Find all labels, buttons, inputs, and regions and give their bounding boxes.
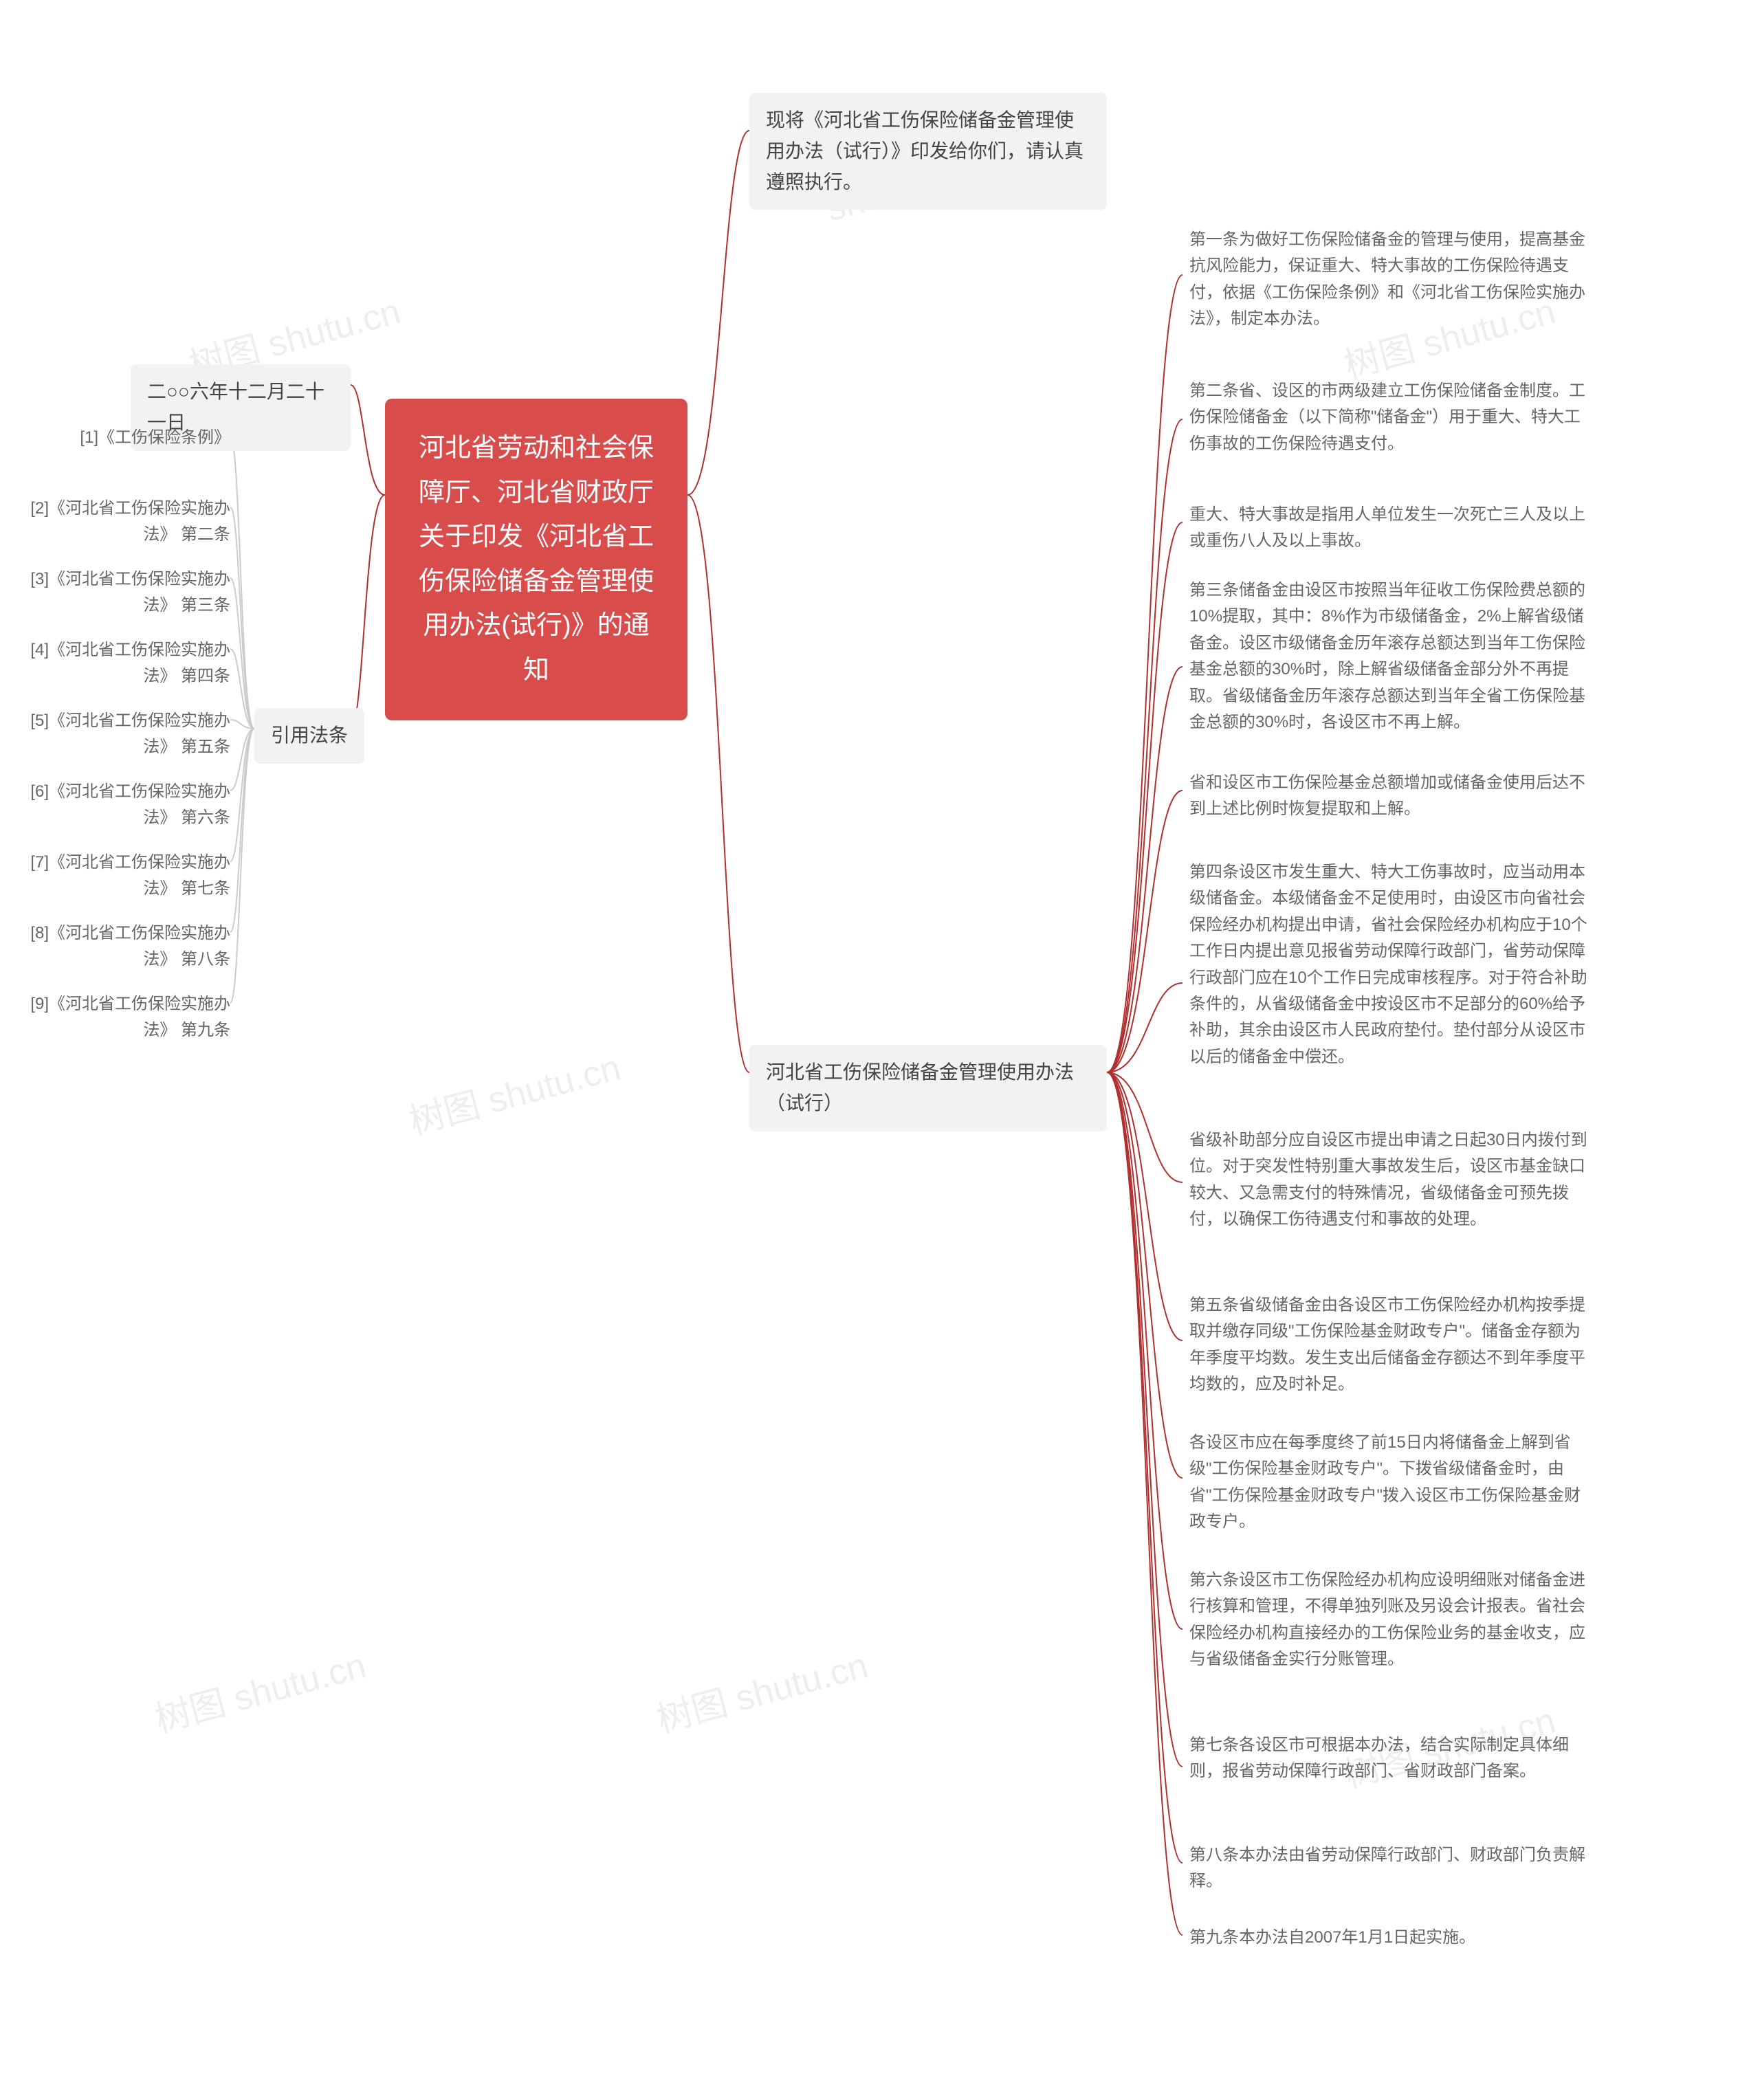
right-method-node: 河北省工伤保险储备金管理使用办法（试行） bbox=[749, 1045, 1107, 1131]
citation-item: [8]《河北省工伤保险实施办法》 第八条 bbox=[0, 920, 230, 973]
citation-item: [6]《河北省工伤保险实施办法》 第六条 bbox=[0, 779, 230, 832]
citation-item: [9]《河北省工伤保险实施办法》 第九条 bbox=[0, 991, 230, 1044]
citation-item: [4]《河北省工伤保险实施办法》 第四条 bbox=[0, 637, 230, 690]
center-node: 河北省劳动和社会保障厅、河北省财政厅关于印发《河北省工伤保险储备金管理使用办法(… bbox=[385, 399, 688, 720]
article-item: 第九条本办法自2007年1月1日起实施。 bbox=[1189, 1925, 1475, 1951]
article-item: 第八条本办法由省劳动保障行政部门、财政部门负责解释。 bbox=[1189, 1842, 1588, 1895]
left-citations-node: 引用法条 bbox=[254, 708, 364, 764]
article-item: 省和设区市工伤保险基金总额增加或储备金使用后达不到上述比例时恢复提取和上解。 bbox=[1189, 770, 1588, 823]
article-item: 第一条为做好工伤保险储备金的管理与使用，提高基金抗风险能力，保证重大、特大事故的… bbox=[1189, 227, 1588, 333]
article-item: 第六条设区市工伤保险经办机构应设明细账对储备金进行核算和管理，不得单独列账及另设… bbox=[1189, 1567, 1588, 1673]
article-item: 第七条各设区市可根据本办法，结合实际制定具体细则，报省劳动保障行政部门、省财政部… bbox=[1189, 1732, 1588, 1785]
citation-item: [3]《河北省工伤保险实施办法》 第三条 bbox=[0, 566, 230, 619]
article-item: 第二条省、设区的市两级建立工伤保险储备金制度。工伤保险储备金（以下简称"储备金"… bbox=[1189, 378, 1588, 457]
citation-item: [7]《河北省工伤保险实施办法》 第七条 bbox=[0, 850, 230, 903]
article-item: 第四条设区市发生重大、特大工伤事故时，应当动用本级储备金。本级储备金不足使用时，… bbox=[1189, 859, 1588, 1070]
watermark: 树图 shutu.cn bbox=[403, 1039, 626, 1145]
article-item: 重大、特大事故是指用人单位发生一次死亡三人及以上或重伤八人及以上事故。 bbox=[1189, 502, 1588, 555]
citation-item: [5]《河北省工伤保险实施办法》 第五条 bbox=[0, 708, 230, 761]
right-intro-node: 现将《河北省工伤保险储备金管理使用办法（试行）》印发给你们，请认真遵照执行。 bbox=[749, 93, 1107, 210]
watermark: 树图 shutu.cn bbox=[148, 1637, 371, 1743]
article-item: 省级补助部分应自设区市提出申请之日起30日内拨付到位。对于突发性特别重大事故发生… bbox=[1189, 1127, 1588, 1233]
article-item: 第三条储备金由设区市按照当年征收工伤保险费总额的10%提取，其中：8%作为市级储… bbox=[1189, 577, 1588, 736]
watermark: 树图 shutu.cn bbox=[650, 1637, 873, 1743]
article-item: 各设区市应在每季度终了前15日内将储备金上解到省级"工伤保险基金财政专户"。下拨… bbox=[1189, 1430, 1588, 1536]
citation-item: [2]《河北省工伤保险实施办法》 第二条 bbox=[0, 496, 230, 549]
citation-item: [1]《工伤保险条例》 bbox=[80, 425, 230, 451]
article-item: 第五条省级储备金由各设区市工伤保险经办机构按季提取并缴存同级"工伤保险基金财政专… bbox=[1189, 1292, 1588, 1398]
